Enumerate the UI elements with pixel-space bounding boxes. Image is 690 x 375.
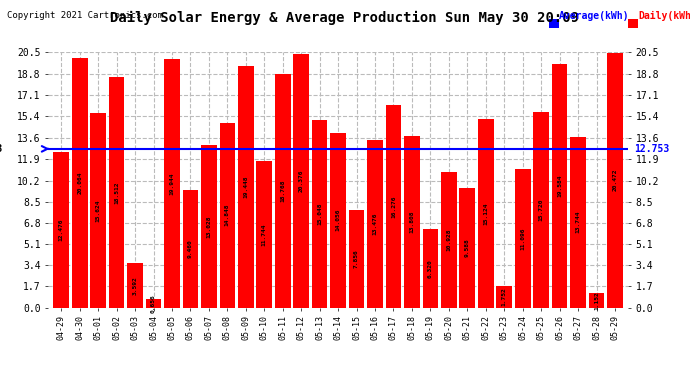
Bar xyxy=(404,136,420,308)
Text: 11.096: 11.096 xyxy=(520,227,525,250)
Bar xyxy=(146,299,161,307)
Text: 15.048: 15.048 xyxy=(317,202,322,225)
Bar xyxy=(589,293,604,308)
Bar xyxy=(257,161,272,308)
Text: 0.656: 0.656 xyxy=(151,294,156,313)
Text: 15.124: 15.124 xyxy=(483,202,489,225)
Text: 1.752: 1.752 xyxy=(502,287,506,306)
Text: 1.152: 1.152 xyxy=(594,291,599,310)
Text: 18.512: 18.512 xyxy=(114,181,119,204)
Bar xyxy=(109,77,124,308)
Text: 6.320: 6.320 xyxy=(428,259,433,278)
Bar xyxy=(441,172,457,308)
Text: 7.856: 7.856 xyxy=(354,249,359,268)
Text: 19.584: 19.584 xyxy=(557,174,562,197)
Bar xyxy=(238,66,254,308)
Text: 13.476: 13.476 xyxy=(373,212,377,235)
Bar xyxy=(552,64,567,308)
Text: 9.588: 9.588 xyxy=(465,238,470,257)
Text: 11.744: 11.744 xyxy=(262,223,267,246)
Bar xyxy=(53,152,69,308)
Bar xyxy=(219,123,235,308)
Bar xyxy=(275,74,290,308)
Text: 20.376: 20.376 xyxy=(299,170,304,192)
Bar xyxy=(515,170,531,308)
Text: Copyright 2021 Cartronics.com: Copyright 2021 Cartronics.com xyxy=(7,11,163,20)
Text: Daily Solar Energy & Average Production Sun May 30 20:09: Daily Solar Energy & Average Production … xyxy=(110,11,580,26)
Text: 14.056: 14.056 xyxy=(335,209,341,231)
Bar xyxy=(348,210,364,308)
Text: 19.448: 19.448 xyxy=(244,175,248,198)
Text: 19.944: 19.944 xyxy=(170,172,175,195)
Text: 18.768: 18.768 xyxy=(280,180,285,202)
Text: Average(kWh): Average(kWh) xyxy=(559,11,629,21)
Text: 13.808: 13.808 xyxy=(409,210,415,233)
Bar xyxy=(164,59,180,308)
Text: 3.592: 3.592 xyxy=(132,276,137,294)
Text: 12.476: 12.476 xyxy=(59,219,63,241)
Bar xyxy=(570,136,586,308)
Bar xyxy=(607,53,623,307)
Text: 12.753: 12.753 xyxy=(633,144,669,154)
Bar xyxy=(386,105,402,308)
Text: Daily(kWh): Daily(kWh) xyxy=(638,11,690,21)
Text: 13.028: 13.028 xyxy=(206,215,211,238)
Bar xyxy=(90,113,106,308)
Text: 9.460: 9.460 xyxy=(188,239,193,258)
Bar xyxy=(422,229,438,308)
Bar xyxy=(331,133,346,308)
Text: 12.753: 12.753 xyxy=(0,144,2,154)
Text: 14.848: 14.848 xyxy=(225,204,230,226)
Bar xyxy=(533,112,549,308)
Text: 20.064: 20.064 xyxy=(77,171,82,194)
Text: 16.276: 16.276 xyxy=(391,195,396,217)
Text: 13.744: 13.744 xyxy=(575,211,580,233)
Text: 10.928: 10.928 xyxy=(446,228,451,251)
Bar xyxy=(496,286,512,308)
Text: 15.624: 15.624 xyxy=(96,199,101,222)
Bar xyxy=(367,140,383,308)
Text: 20.472: 20.472 xyxy=(613,169,618,191)
Bar xyxy=(293,54,309,307)
Bar xyxy=(72,58,88,308)
Bar xyxy=(312,120,328,308)
Text: 15.720: 15.720 xyxy=(539,198,544,221)
Bar xyxy=(478,119,493,308)
Bar xyxy=(127,263,143,308)
Bar xyxy=(460,188,475,308)
Bar xyxy=(183,190,198,308)
Bar xyxy=(201,146,217,308)
